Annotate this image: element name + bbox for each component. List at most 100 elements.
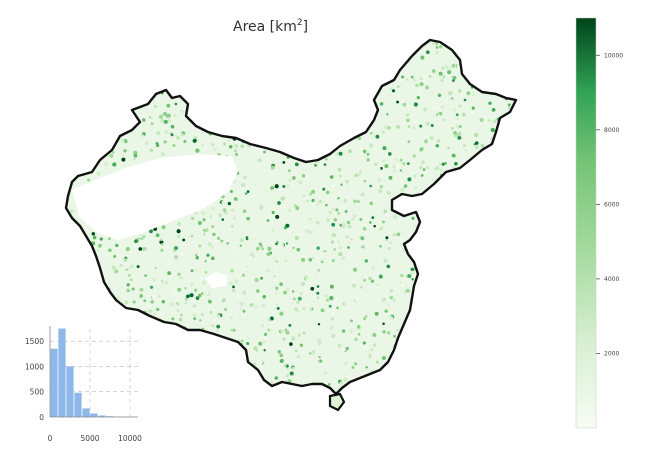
area-dot	[282, 112, 286, 117]
area-dot	[421, 160, 425, 165]
area-dot	[381, 226, 384, 229]
area-dot	[511, 85, 515, 89]
area-dot	[294, 386, 299, 390]
area-dot	[510, 210, 515, 215]
area-dot	[450, 359, 454, 364]
area-dot	[149, 229, 153, 234]
area-dot	[517, 81, 520, 84]
area-dot	[143, 299, 147, 303]
area-dot	[466, 211, 470, 215]
area-dot	[485, 155, 489, 159]
area-dot	[446, 331, 450, 335]
area-dot	[215, 385, 221, 390]
area-dot	[226, 340, 231, 344]
area-dot	[414, 343, 419, 348]
area-dot	[219, 296, 223, 300]
area-dot	[206, 65, 211, 70]
area-dot	[518, 202, 521, 205]
area-dot	[378, 376, 381, 379]
area-dot	[204, 44, 209, 48]
area-dot	[394, 159, 397, 163]
area-dot	[157, 294, 162, 298]
area-dot	[229, 372, 233, 376]
area-dot	[97, 243, 102, 248]
area-dot	[331, 100, 336, 104]
area-dot	[514, 346, 516, 351]
area-dot	[325, 76, 329, 79]
area-dot	[66, 181, 69, 186]
area-dot	[387, 40, 391, 43]
area-dot	[216, 390, 220, 394]
area-dot	[279, 358, 284, 364]
area-dot	[331, 280, 334, 283]
area-dot	[290, 75, 295, 80]
area-dot	[399, 273, 404, 278]
area-dot	[79, 256, 83, 259]
area-dot	[383, 229, 387, 233]
area-dot	[307, 310, 311, 314]
area-dot	[379, 185, 383, 189]
area-dot	[468, 398, 471, 401]
area-dot	[186, 294, 190, 299]
area-dot	[483, 272, 487, 275]
area-dot	[387, 303, 390, 307]
area-dot	[491, 289, 496, 294]
area-dot	[263, 348, 266, 352]
area-dot	[59, 247, 62, 250]
area-dot	[429, 211, 434, 215]
area-dot	[358, 302, 362, 307]
area-dot	[235, 391, 239, 394]
area-dot	[505, 151, 509, 155]
area-dot	[241, 182, 245, 187]
area-dot	[427, 48, 431, 51]
area-dot	[201, 45, 205, 49]
area-dot	[163, 119, 168, 124]
area-dot	[412, 154, 417, 158]
area-dot	[339, 57, 343, 60]
area-dot	[294, 111, 299, 115]
area-dot	[418, 165, 423, 170]
area-dot	[246, 250, 250, 254]
area-dot	[419, 124, 423, 128]
area-dot	[338, 198, 341, 202]
area-dot	[509, 345, 513, 349]
area-dot	[69, 288, 74, 292]
area-dot	[491, 349, 496, 354]
area-dot	[282, 122, 286, 126]
area-dot	[435, 46, 439, 49]
area-dot	[169, 71, 173, 75]
area-dot	[343, 362, 348, 366]
area-dot	[334, 82, 338, 86]
area-dot	[335, 126, 340, 131]
area-dot	[494, 41, 497, 45]
area-dot	[94, 82, 98, 87]
area-dot	[371, 216, 375, 219]
area-dot	[377, 166, 381, 171]
area-dot	[456, 178, 461, 183]
area-dot	[261, 209, 265, 213]
area-dot	[160, 242, 164, 246]
area-dot	[471, 106, 475, 110]
area-dot	[324, 294, 328, 298]
area-dot	[105, 393, 109, 394]
area-dot	[474, 170, 478, 174]
area-dot	[316, 53, 321, 58]
area-dot	[189, 353, 193, 358]
area-dot	[135, 396, 139, 400]
area-dot	[76, 267, 80, 271]
area-dot	[133, 150, 138, 155]
area-dot	[358, 386, 363, 391]
area-dot	[96, 249, 100, 253]
area-dot	[284, 101, 288, 105]
area-dot	[74, 377, 78, 381]
area-dot	[77, 386, 81, 390]
area-dot	[193, 108, 198, 113]
area-dot	[443, 247, 448, 252]
area-dot	[275, 302, 279, 306]
area-dot	[512, 383, 516, 388]
area-dot	[275, 286, 279, 290]
area-dot	[464, 111, 467, 114]
area-dot	[382, 330, 386, 334]
area-dot	[446, 225, 451, 230]
